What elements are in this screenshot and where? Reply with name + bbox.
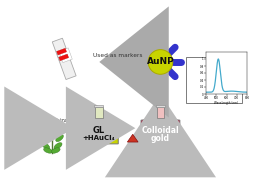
- Ellipse shape: [42, 124, 50, 130]
- Polygon shape: [56, 48, 67, 55]
- Polygon shape: [127, 134, 138, 142]
- Text: Used as markers: Used as markers: [93, 53, 143, 58]
- Text: GL: GL: [93, 126, 105, 135]
- X-axis label: Wavelength (nm): Wavelength (nm): [215, 101, 239, 105]
- Polygon shape: [95, 107, 103, 119]
- Polygon shape: [59, 54, 69, 61]
- Circle shape: [219, 67, 226, 74]
- Text: gold: gold: [151, 134, 170, 143]
- Ellipse shape: [54, 143, 62, 149]
- Ellipse shape: [40, 135, 48, 142]
- Ellipse shape: [47, 131, 56, 136]
- Ellipse shape: [54, 124, 62, 130]
- Polygon shape: [156, 107, 164, 119]
- Circle shape: [230, 67, 237, 74]
- Circle shape: [219, 74, 226, 81]
- Ellipse shape: [42, 143, 50, 149]
- Ellipse shape: [51, 148, 60, 153]
- Circle shape: [225, 74, 232, 81]
- Polygon shape: [59, 48, 72, 63]
- Ellipse shape: [44, 148, 52, 153]
- Ellipse shape: [56, 135, 63, 142]
- Polygon shape: [79, 107, 118, 144]
- Text: AuNP: AuNP: [147, 57, 174, 67]
- Text: Glycyrrhiza: Glycyrrhiza: [36, 118, 67, 123]
- Polygon shape: [52, 38, 76, 80]
- Circle shape: [225, 67, 232, 74]
- Polygon shape: [141, 107, 180, 144]
- Text: +HAuCl₄: +HAuCl₄: [82, 135, 115, 141]
- Bar: [186, 57, 242, 103]
- Circle shape: [230, 74, 237, 81]
- Bar: [156, 105, 165, 107]
- Text: Colloidal: Colloidal: [142, 126, 179, 135]
- Bar: [219, 60, 241, 81]
- Circle shape: [148, 50, 173, 74]
- Bar: [94, 105, 104, 107]
